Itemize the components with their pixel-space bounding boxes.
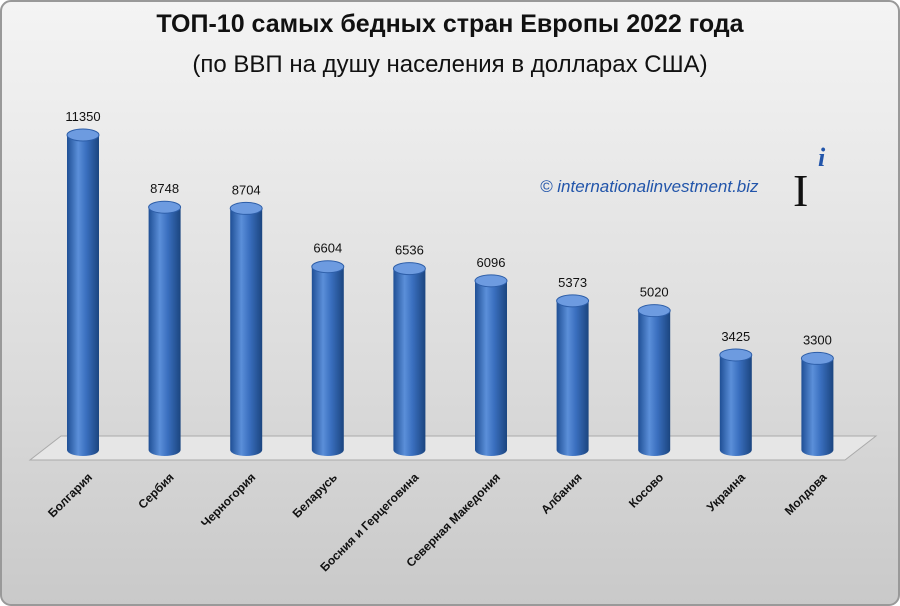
logo: I [793, 165, 808, 216]
bar [719, 348, 753, 456]
bar [556, 294, 590, 456]
bar-body [67, 135, 99, 456]
bar-body [556, 300, 589, 456]
value-label: 11350 [65, 109, 100, 124]
bar-cap [311, 260, 345, 274]
value-label: 5020 [640, 285, 669, 300]
bar-body [475, 280, 507, 456]
chart-subtitle: (по ВВП на душу населения в долларах США… [192, 51, 707, 78]
value-label: 6604 [313, 241, 342, 256]
bar-body [230, 208, 263, 456]
bar-cap [392, 262, 426, 276]
bar [637, 304, 671, 456]
value-label: 6096 [477, 255, 506, 270]
value-label: 3300 [803, 332, 832, 347]
bar [474, 274, 508, 456]
bar-body [393, 268, 426, 456]
bar-body [311, 266, 344, 456]
bar [229, 201, 263, 456]
value-label: 6536 [395, 243, 424, 258]
value-label: 3425 [721, 329, 750, 344]
bar [392, 262, 426, 456]
value-label: 8704 [232, 182, 261, 197]
bar-cap [556, 294, 590, 308]
bar [311, 260, 345, 456]
bar-cap [66, 128, 100, 142]
value-label: 8748 [150, 181, 179, 196]
value-label: 5373 [558, 275, 587, 290]
bar [148, 200, 182, 456]
bar-cap [474, 274, 508, 288]
bar-cap [637, 304, 671, 318]
bar-cap [719, 348, 753, 362]
source: © internationalinvestment.biz [540, 177, 759, 196]
bar-body [148, 207, 181, 456]
chart-title: ТОП-10 самых бедных стран Европы 2022 го… [156, 10, 744, 38]
bar-body [638, 310, 671, 456]
bar-cap [148, 200, 182, 214]
bar-body [719, 354, 752, 456]
bar-body [801, 358, 834, 456]
bar-cap [800, 351, 834, 365]
logo-sup: i [818, 143, 826, 172]
bar-cap [229, 201, 263, 215]
bar [66, 128, 100, 456]
bar [800, 351, 834, 456]
